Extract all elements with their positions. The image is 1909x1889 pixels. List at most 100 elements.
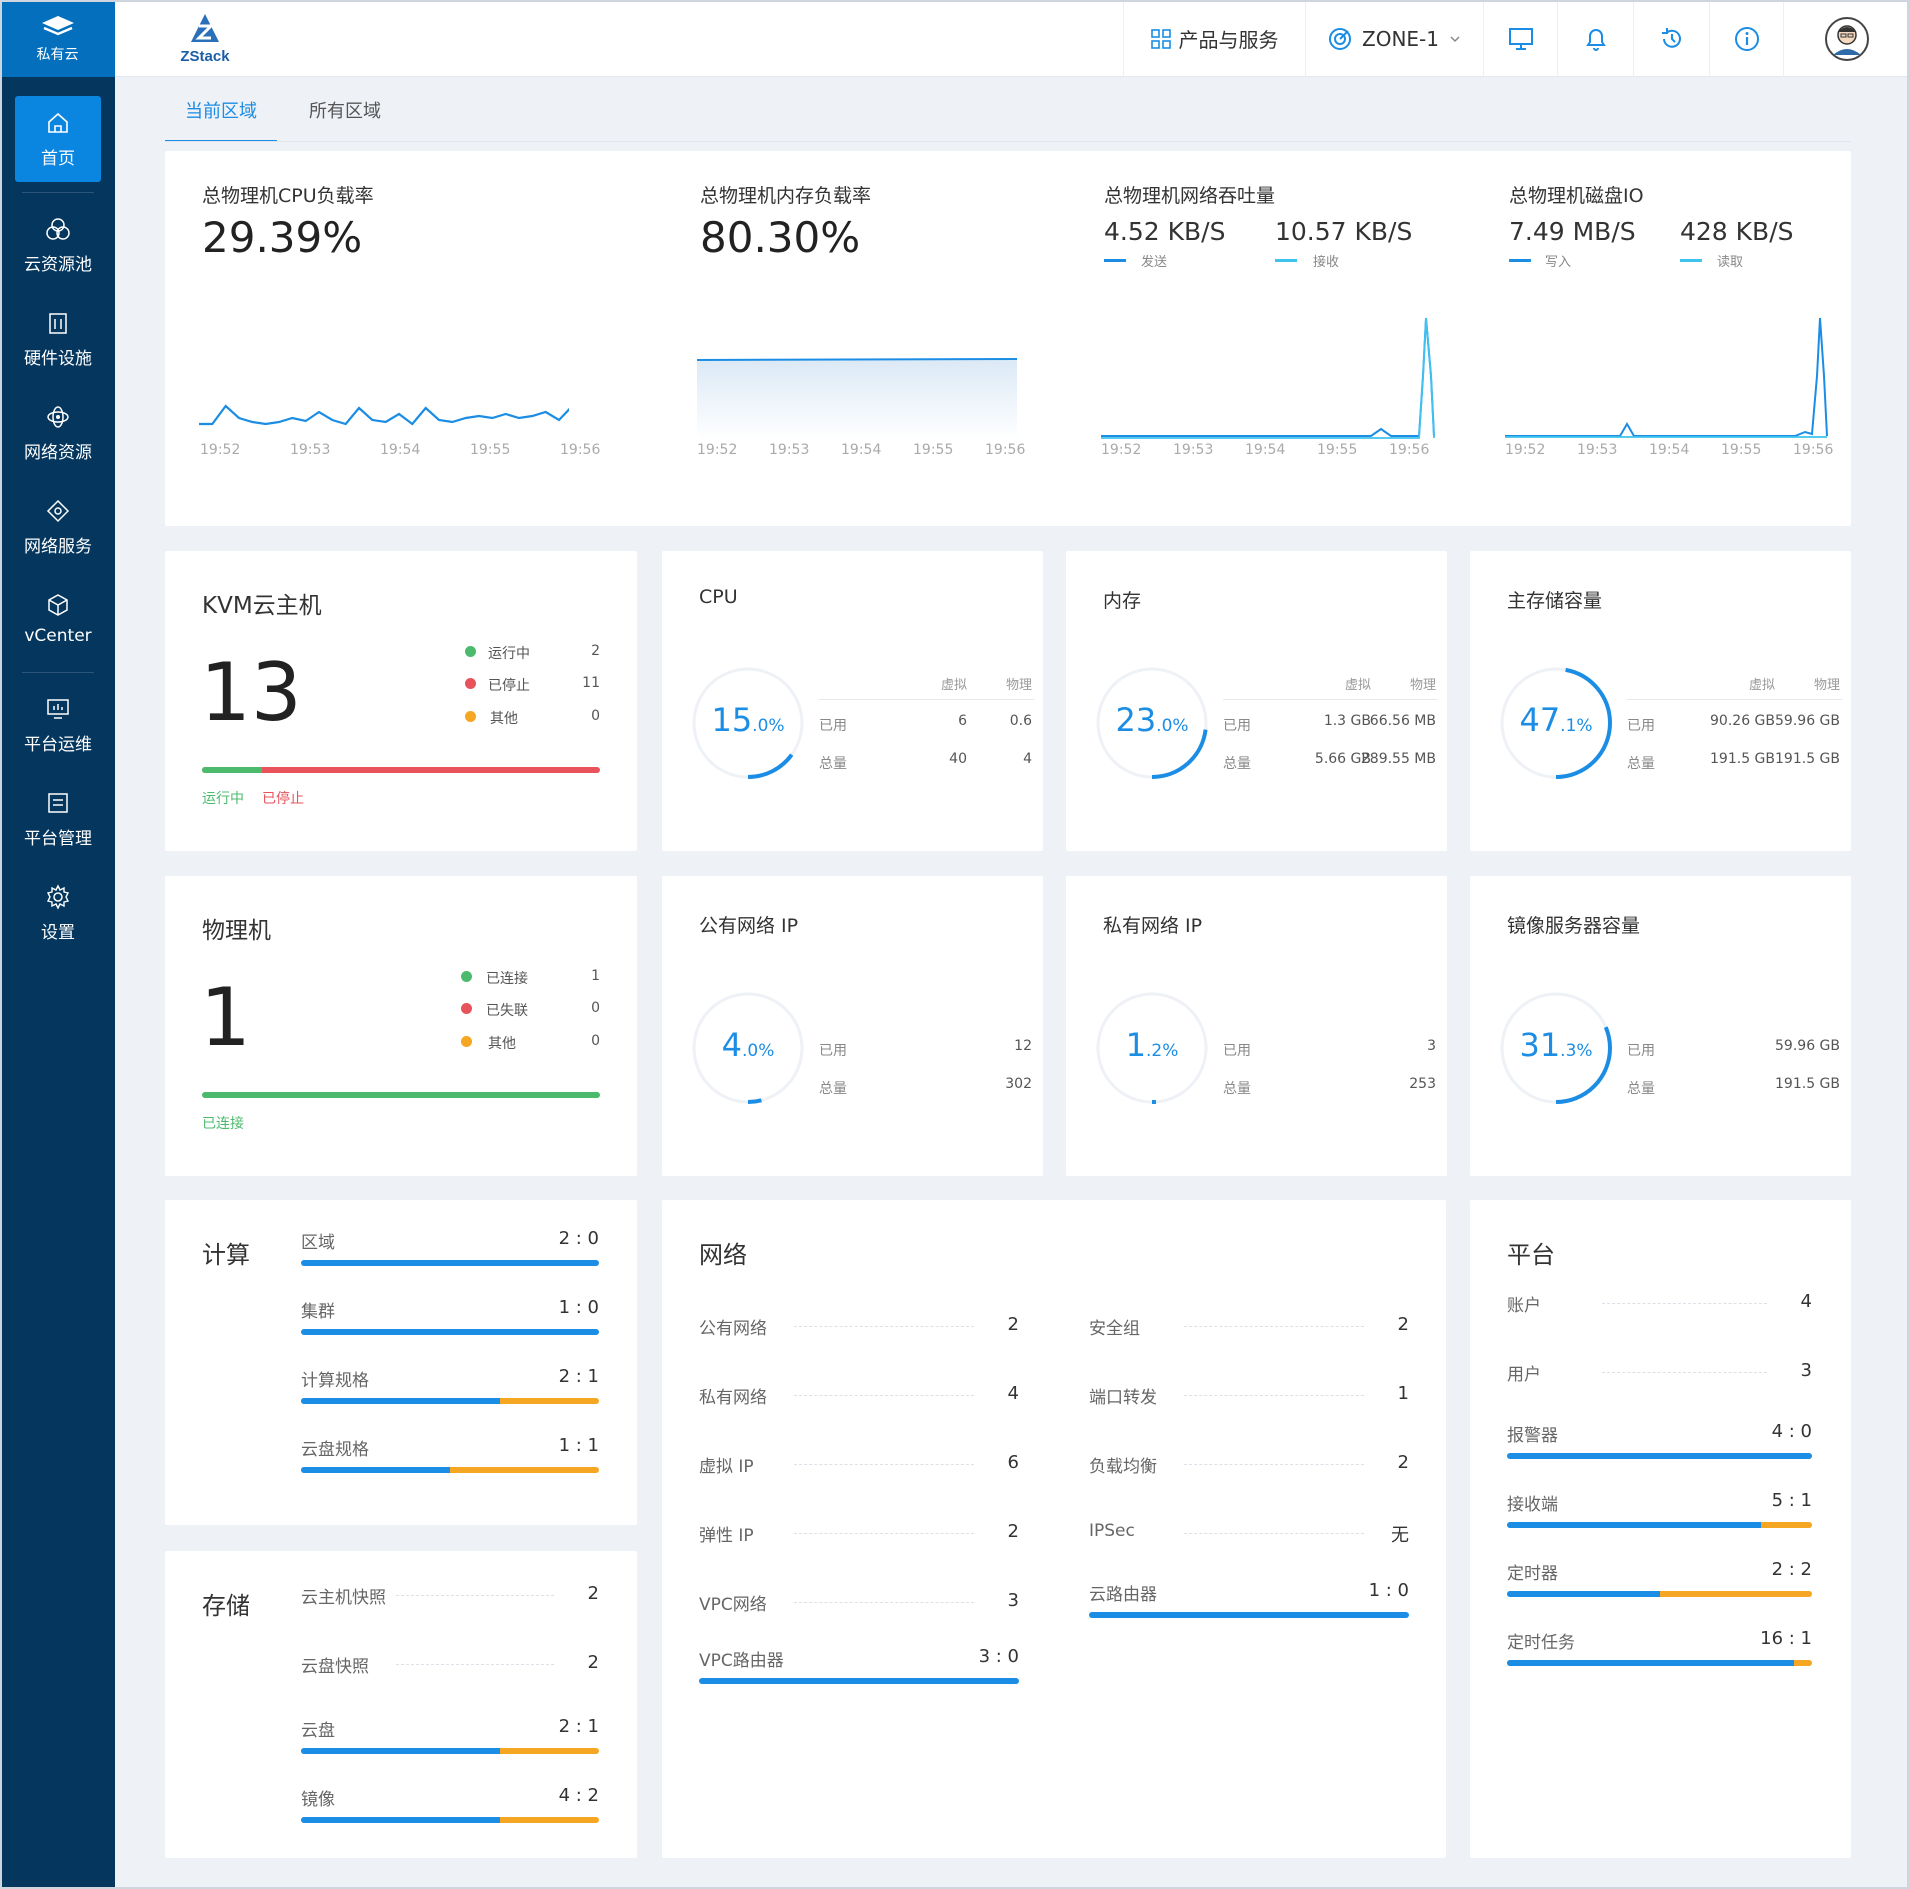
brand-private-cloud[interactable]: 私有云 xyxy=(0,0,115,77)
zone-selector[interactable]: ZONE-1 xyxy=(1305,0,1483,77)
cloud-router-label[interactable]: 云路由器 xyxy=(1089,1585,1157,1605)
platform-row-ratio: 2 : 2 xyxy=(1771,1559,1812,1580)
total-label: 总量 xyxy=(819,756,847,772)
network-row-label[interactable]: VPC网络 xyxy=(699,1595,767,1615)
user-avatar[interactable] xyxy=(1783,0,1909,77)
nav-vcenter[interactable]: vCenter xyxy=(15,576,101,662)
hosts-other-count[interactable]: 0 xyxy=(591,1033,600,1049)
products-services-button[interactable]: 产品与服务 xyxy=(1123,0,1305,77)
compute-row-bar xyxy=(301,1329,599,1335)
cloud-router-ratio: 1 : 0 xyxy=(1368,1580,1409,1601)
disk-read-value: 428 KB/S xyxy=(1680,217,1794,246)
tab-current-zone[interactable]: 当前区域 xyxy=(165,82,277,142)
network-row-value[interactable]: 4 xyxy=(1007,1383,1019,1404)
nav-platform-ops[interactable]: 平台运维 xyxy=(15,682,101,768)
network-row-label[interactable]: 私有网络 xyxy=(699,1388,767,1408)
history-button[interactable] xyxy=(1633,0,1709,77)
network-row-value[interactable]: 2 xyxy=(1397,1314,1409,1335)
platform-row-bar-fill xyxy=(1507,1522,1762,1528)
hosts-count[interactable]: 1 xyxy=(200,971,251,1064)
nav-settings[interactable]: 设置 xyxy=(15,870,101,956)
storage-row-value[interactable]: 2 xyxy=(587,1652,599,1673)
network-service-icon xyxy=(46,499,70,522)
dotted-leader xyxy=(794,1326,974,1327)
kvm-count[interactable]: 13 xyxy=(200,646,302,739)
platform-row-label[interactable]: 定时任务 xyxy=(1507,1633,1575,1653)
network-row-label[interactable]: 负载均衡 xyxy=(1089,1457,1157,1477)
notifications-button[interactable] xyxy=(1557,0,1633,77)
nav-cloud-pool[interactable]: 云资源池 xyxy=(15,202,101,288)
used-label: 已用 xyxy=(819,1043,847,1059)
storage-row-label[interactable]: 镜像 xyxy=(301,1790,335,1810)
compute-row-label[interactable]: 区域 xyxy=(301,1233,335,1253)
hosts-disconnected-count[interactable]: 0 xyxy=(591,1000,600,1016)
platform-row-value[interactable]: 4 xyxy=(1800,1291,1812,1312)
network-row-label[interactable]: 端口转发 xyxy=(1089,1388,1157,1408)
pstorage-title: 主存储容量 xyxy=(1507,590,1603,612)
storage-row-value[interactable]: 2 xyxy=(587,1583,599,1604)
platform-row-label[interactable]: 接收端 xyxy=(1507,1495,1558,1515)
disk-write-label: 写入 xyxy=(1545,255,1572,270)
kvm-card: KVM云主机 13 运行中 2 已停止 11 其他 0 运行中 已停止 xyxy=(165,551,637,851)
network-card: 网络 公有网络 2 私有网络 4 虚拟 IP 6 弹性 IP 2 VPC网络 3 VPC路由器 3 :… xyxy=(662,1200,1446,1858)
nav-network-resource[interactable]: 网络资源 xyxy=(15,390,101,476)
compute-row-label[interactable]: 计算规格 xyxy=(301,1371,369,1391)
compute-row-label[interactable]: 集群 xyxy=(301,1302,335,1322)
nav-home[interactable]: 首页 xyxy=(15,96,101,182)
stopped-dot xyxy=(465,678,476,689)
total-physical-value: 191.5 GB xyxy=(1775,751,1840,767)
network-row-label[interactable]: 弹性 IP xyxy=(699,1526,754,1546)
network-row-value[interactable]: 1 xyxy=(1397,1383,1409,1404)
platform-row-label[interactable]: 账户 xyxy=(1507,1296,1541,1316)
compute-row-ratio: 1 : 0 xyxy=(558,1297,599,1318)
usage-percent: 15.0% xyxy=(690,665,806,781)
storage-row-label[interactable]: 云盘快照 xyxy=(301,1657,369,1677)
total-value: 253 xyxy=(1409,1076,1436,1092)
running-dot xyxy=(465,646,476,657)
kvm-other-count[interactable]: 0 xyxy=(591,708,600,724)
platform-row-label[interactable]: 用户 xyxy=(1507,1365,1541,1385)
nav-network-service[interactable]: 网络服务 xyxy=(15,484,101,570)
platform-row-label[interactable]: 定时器 xyxy=(1507,1564,1558,1584)
network-row-value[interactable]: 无 xyxy=(1391,1525,1409,1546)
nav-platform-manage[interactable]: 平台管理 xyxy=(15,776,101,862)
info-button[interactable] xyxy=(1709,0,1783,77)
network-row-value[interactable]: 3 xyxy=(1007,1590,1019,1611)
platform-row-label[interactable]: 报警器 xyxy=(1507,1426,1558,1446)
usage-percent: 31.3% xyxy=(1498,990,1614,1106)
dotted-leader xyxy=(794,1533,974,1534)
usage-percent-unit: .0% xyxy=(1156,716,1189,736)
zstack-logo[interactable]: ZStack xyxy=(175,12,235,68)
total-label: 总量 xyxy=(819,1081,847,1097)
network-row-value[interactable]: 2 xyxy=(1007,1314,1019,1335)
platform-row-value[interactable]: 3 xyxy=(1800,1360,1812,1381)
network-row-label[interactable]: 安全组 xyxy=(1089,1319,1140,1339)
cpu-load-value: 29.39% xyxy=(202,213,363,262)
network-row-label[interactable]: IPSec xyxy=(1089,1521,1135,1541)
header-physical: 物理 xyxy=(1813,678,1840,693)
kvm-running-count[interactable]: 2 xyxy=(591,643,600,659)
vpc-router-label[interactable]: VPC路由器 xyxy=(699,1651,784,1671)
storage-row-label[interactable]: 云盘 xyxy=(301,1721,335,1741)
network-row-value[interactable]: 2 xyxy=(1397,1452,1409,1473)
total-virtual-value: 191.5 GB xyxy=(1710,751,1775,767)
network-row-label[interactable]: 公有网络 xyxy=(699,1319,767,1339)
network-row-value[interactable]: 6 xyxy=(1007,1452,1019,1473)
kvm-stopped-count[interactable]: 11 xyxy=(582,675,600,691)
time-axis-label: 19:53 xyxy=(1173,442,1214,458)
network-row-label[interactable]: 虚拟 IP xyxy=(699,1457,754,1477)
time-axis-label: 19:56 xyxy=(1793,442,1834,458)
tab-all-zones[interactable]: 所有区域 xyxy=(309,101,381,122)
nav-hardware[interactable]: 硬件设施 xyxy=(15,296,101,382)
legend-write-swatch xyxy=(1509,259,1531,262)
console-button[interactable] xyxy=(1483,0,1557,77)
logo-text: ZStack xyxy=(180,48,230,65)
pubip-card: 公有网络 IP 4.0% 已用 12 总量 302 xyxy=(662,876,1043,1176)
hosts-connected-count[interactable]: 1 xyxy=(591,968,600,984)
network-row-value[interactable]: 2 xyxy=(1007,1521,1019,1542)
cloud-pool-icon xyxy=(46,217,70,240)
storage-row-label[interactable]: 云主机快照 xyxy=(301,1588,386,1608)
compute-row-label[interactable]: 云盘规格 xyxy=(301,1440,369,1460)
disk-write-value: 7.49 MB/S xyxy=(1509,217,1636,246)
mem-load-value: 80.30% xyxy=(700,213,861,262)
